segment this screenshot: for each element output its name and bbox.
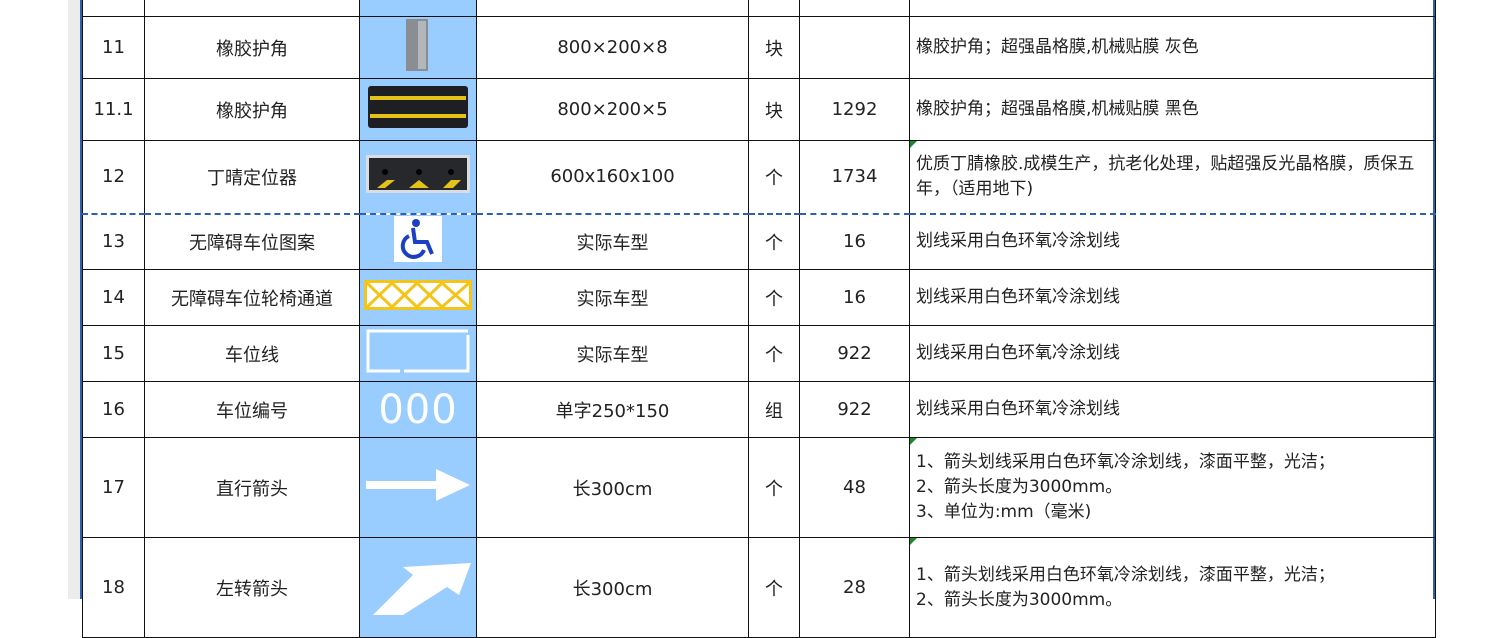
table-row: 16 车位编号 000 单字250*150 组 922 划线采用白色环氧冷涂划线 xyxy=(82,381,1436,438)
table-row: 18 左转箭头 长300cm 个 28 1、箭头划线采用白色环氧冷涂划线，漆面平整，光洁；… xyxy=(82,537,1436,638)
materials-table: 11 橡胶护角 800×200×8 块橡胶护角；超强晶格膜,机械贴膜 灰色 11.1 橡胶… xyxy=(82,0,1436,638)
straight-arrow-icon xyxy=(364,465,472,510)
cell-unit[interactable]: 个 xyxy=(748,325,800,382)
cell-spec[interactable]: 长300cm xyxy=(476,537,749,638)
cell-spec[interactable]: 实际车型 xyxy=(476,269,749,326)
cell-quantity[interactable] xyxy=(799,16,910,79)
gray-corner-guard-icon xyxy=(403,18,433,78)
cell-name[interactable]: 丁晴定位器 xyxy=(144,140,360,215)
description-line: 3、单位为:mm（毫米) xyxy=(916,502,1092,522)
cell-spec[interactable]: 600x160x100 xyxy=(476,140,749,215)
cell-spec[interactable]: 实际车型 xyxy=(476,325,749,382)
cell-name[interactable]: 无障碍车位轮椅通道 xyxy=(144,269,360,326)
cell-unit[interactable]: 个 xyxy=(748,437,800,538)
wheel-stopper-icon xyxy=(365,154,471,199)
cell-image[interactable] xyxy=(359,325,477,382)
cell-name[interactable]: 直行箭头 xyxy=(144,437,360,538)
cell-spec[interactable]: 长300cm xyxy=(476,437,749,538)
description-line: 橡胶护角；超强晶格膜,机械贴膜 灰色 xyxy=(916,37,1199,57)
cell-spec[interactable]: 实际车型 xyxy=(476,213,749,270)
cell-name[interactable]: 左转箭头 xyxy=(144,537,360,638)
description-line: 1、箭头划线采用白色环氧冷涂划线，漆面平整，光洁； xyxy=(916,452,1335,472)
cell-image[interactable] xyxy=(359,269,477,326)
cell-name[interactable]: 车位线 xyxy=(144,325,360,382)
description-line: 优质丁腈橡胶.成模生产，抗老化处理，贴超强反光晶格膜，质保五年，（适用地下) xyxy=(916,153,1415,199)
cell-image[interactable] xyxy=(359,213,477,270)
cell-no[interactable]: 11.1 xyxy=(82,78,145,141)
cell-spec[interactable]: 单字250*150 xyxy=(476,381,749,438)
cell-quantity[interactable]: 48 xyxy=(799,437,910,538)
cell-spec[interactable]: 800×200×8 xyxy=(476,16,749,79)
cell-description[interactable]: 划线采用白色环氧冷涂划线 xyxy=(909,213,1436,270)
description-line: 橡胶护角；超强晶格膜,机械贴膜 黑色 xyxy=(916,99,1199,119)
cell-image[interactable] xyxy=(359,437,477,538)
cell-description[interactable]: 1、箭头划线采用白色环氧冷涂划线，漆面平整，光洁； 2、箭头长度为3000mm。 xyxy=(909,537,1436,638)
description-line: 2、箭头长度为3000mm。 xyxy=(916,477,1123,497)
table-row xyxy=(82,0,1436,17)
row-header-gutter xyxy=(68,0,80,599)
parking-line-icon xyxy=(364,327,472,380)
cell-name[interactable]: 橡胶护角 xyxy=(144,78,360,141)
description-line: 划线采用白色环氧冷涂划线 xyxy=(916,287,1120,307)
left-turn-arrow-icon xyxy=(363,555,473,620)
cell-no[interactable]: 18 xyxy=(82,537,145,638)
spreadsheet: 11 橡胶护角 800×200×8 块橡胶护角；超强晶格膜,机械贴膜 灰色 11.1 橡胶… xyxy=(80,0,1436,638)
cell-name[interactable]: 无障碍车位图案 xyxy=(144,213,360,270)
cell-unit[interactable]: 个 xyxy=(748,213,800,270)
cell-image[interactable]: 000 xyxy=(359,381,477,438)
black-yellow-corner-guard-icon xyxy=(366,84,470,135)
wheelchair-icon xyxy=(394,216,442,267)
cell-description[interactable]: 划线采用白色环氧冷涂划线 xyxy=(909,269,1436,326)
number-000-icon: 000 xyxy=(378,386,458,433)
cell-description[interactable]: 1、箭头划线采用白色环氧冷涂划线，漆面平整，光洁； 2、箭头长度为3000mm。 3… xyxy=(909,437,1436,538)
cell-unit[interactable]: 块 xyxy=(748,16,800,79)
cell-description[interactable]: 橡胶护角；超强晶格膜,机械贴膜 灰色 xyxy=(909,16,1436,79)
cell-spec[interactable]: 800×200×5 xyxy=(476,78,749,141)
cell-description[interactable]: 橡胶护角；超强晶格膜,机械贴膜 黑色 xyxy=(909,78,1436,141)
table-row: 11.1 橡胶护角 800×200×5 块 1292 橡胶护角；超强晶格膜,机械贴膜 黑色 xyxy=(82,78,1436,141)
cell-no[interactable]: 11 xyxy=(82,16,145,79)
cell-name[interactable]: 橡胶护角 xyxy=(144,16,360,79)
cell-quantity[interactable]: 1734 xyxy=(799,140,910,215)
cell-quantity[interactable]: 1292 xyxy=(799,78,910,141)
cell-quantity[interactable]: 922 xyxy=(799,381,910,438)
table-row: 11 橡胶护角 800×200×8 块 橡胶护角；超强晶格膜,机械贴膜 灰色 xyxy=(82,16,1436,79)
cell-unit[interactable]: 组 xyxy=(748,381,800,438)
description-line: 划线采用白色环氧冷涂划线 xyxy=(916,343,1120,363)
cell-quantity[interactable]: 16 xyxy=(799,269,910,326)
description-line: 划线采用白色环氧冷涂划线 xyxy=(916,231,1120,252)
cell-no[interactable]: 17 xyxy=(82,437,145,538)
cell-unit[interactable]: 个 xyxy=(748,269,800,326)
table-row: 17 直行箭头 长300cm 个 48 1、箭头划线采用白色环氧冷涂划线，漆面平整，光洁；… xyxy=(82,437,1436,538)
cell-no[interactable]: 12 xyxy=(82,140,145,215)
table-row: 15 车位线 实际车型个 922 划线采用白色环氧冷涂划线 xyxy=(82,325,1436,382)
cell-quantity[interactable]: 28 xyxy=(799,537,910,638)
cell-quantity[interactable]: 16 xyxy=(799,213,910,270)
cell-description[interactable]: 优质丁腈橡胶.成模生产，抗老化处理，贴超强反光晶格膜，质保五年，（适用地下) xyxy=(909,140,1436,215)
cell-no[interactable]: 14 xyxy=(82,269,145,326)
yellow-crosshatch-icon xyxy=(363,279,473,316)
cell-quantity[interactable]: 922 xyxy=(799,325,910,382)
cell-no[interactable]: 16 xyxy=(82,381,145,438)
table-row: 12 丁晴定位器 600x160x100 个 1734 优质丁腈橡胶.成模生产，抗老化处理… xyxy=(82,140,1436,215)
cell-name[interactable]: 车位编号 xyxy=(144,381,360,438)
description-line: 2、箭头长度为3000mm。 xyxy=(916,589,1123,610)
cell-unit[interactable]: 个 xyxy=(748,140,800,215)
cell-image[interactable] xyxy=(359,140,477,215)
cell-description[interactable]: 划线采用白色环氧冷涂划线 xyxy=(909,381,1436,438)
cell-no[interactable]: 15 xyxy=(82,325,145,382)
description-line: 1、箭头划线采用白色环氧冷涂划线，漆面平整，光洁； xyxy=(916,564,1335,585)
cell-image[interactable] xyxy=(359,16,477,79)
table-row: 14 无障碍车位轮椅通道 实际车型个 16 划线采用白色环氧冷涂划线 xyxy=(82,269,1436,326)
table-row: 13 无障碍车位图案 实际车型个 16 划线采用白色环氧冷涂划线 xyxy=(82,213,1436,270)
cell-no[interactable]: 13 xyxy=(82,213,145,270)
cell-description[interactable]: 划线采用白色环氧冷涂划线 xyxy=(909,325,1436,382)
cell-image[interactable] xyxy=(359,78,477,141)
cell-unit[interactable]: 个 xyxy=(748,537,800,638)
cell-image[interactable] xyxy=(359,537,477,638)
cell-unit[interactable]: 块 xyxy=(748,78,800,141)
description-line: 划线采用白色环氧冷涂划线 xyxy=(916,399,1120,419)
